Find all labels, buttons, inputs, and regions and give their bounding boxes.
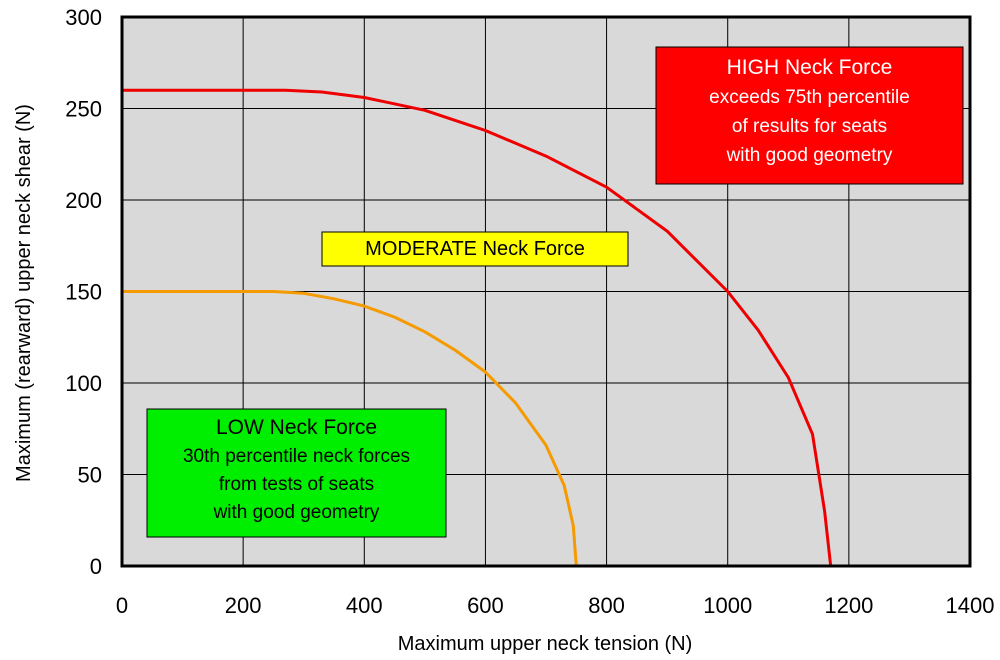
x-tick-label: 800 bbox=[588, 593, 625, 618]
zone-high-line: with good geometry bbox=[726, 145, 893, 166]
zone-low-line: 30th percentile neck forces bbox=[183, 446, 410, 467]
zone-low-line: LOW Neck Force bbox=[216, 416, 377, 439]
x-tick-label: 1200 bbox=[824, 593, 873, 618]
threshold-curves bbox=[122, 88, 833, 567]
zone-high-line: HIGH Neck Force bbox=[727, 56, 893, 79]
zone-high-box bbox=[655, 46, 964, 185]
y-axis-title: Maximum (rearward) upper neck shear (N) bbox=[13, 104, 35, 482]
y-axis-ticks: 0 50 100 150 200 250 300 bbox=[65, 5, 102, 579]
plot-border bbox=[120, 15, 972, 568]
zone-moderate: MODERATE Neck Force bbox=[321, 231, 629, 267]
zone-labels: HIGH Neck Force exceeds 75th percentile of… bbox=[146, 46, 964, 538]
x-tick-label: 1400 bbox=[946, 593, 995, 618]
y-tick-label: 250 bbox=[65, 97, 102, 122]
zone-high-line: of results for seats bbox=[732, 116, 887, 137]
x-tick-label: 1000 bbox=[703, 593, 752, 618]
x-axis-ticks: 0 200 400 600 800 1000 1200 1400 bbox=[116, 593, 995, 618]
y-tick-label: 150 bbox=[65, 280, 102, 305]
zone-low-box bbox=[146, 408, 447, 538]
x-tick-label: 600 bbox=[467, 593, 504, 618]
x-axis-title: Maximum upper neck tension (N) bbox=[398, 633, 693, 655]
x-tick-label: 0 bbox=[116, 593, 128, 618]
zone-low-line: with good geometry bbox=[213, 502, 380, 523]
y-tick-label: 300 bbox=[65, 5, 102, 30]
threshold-curve-2 bbox=[122, 88, 833, 567]
x-tick-label: 200 bbox=[225, 593, 262, 618]
zone-high: HIGH Neck Force exceeds 75th percentile of… bbox=[655, 46, 964, 185]
zone-low: LOW Neck Force 30th percentile neck force… bbox=[146, 408, 447, 538]
threshold-curve-1 bbox=[122, 290, 578, 567]
y-tick-label: 200 bbox=[65, 188, 102, 213]
zone-low-line: from tests of seats bbox=[219, 474, 374, 495]
y-tick-label: 50 bbox=[78, 463, 102, 488]
y-tick-label: 0 bbox=[90, 554, 102, 579]
zone-moderate-line: MODERATE Neck Force bbox=[365, 238, 585, 260]
y-tick-label: 100 bbox=[65, 371, 102, 396]
x-tick-label: 400 bbox=[346, 593, 383, 618]
zone-high-line: exceeds 75th percentile bbox=[709, 87, 910, 108]
zone-moderate-box bbox=[321, 231, 629, 267]
